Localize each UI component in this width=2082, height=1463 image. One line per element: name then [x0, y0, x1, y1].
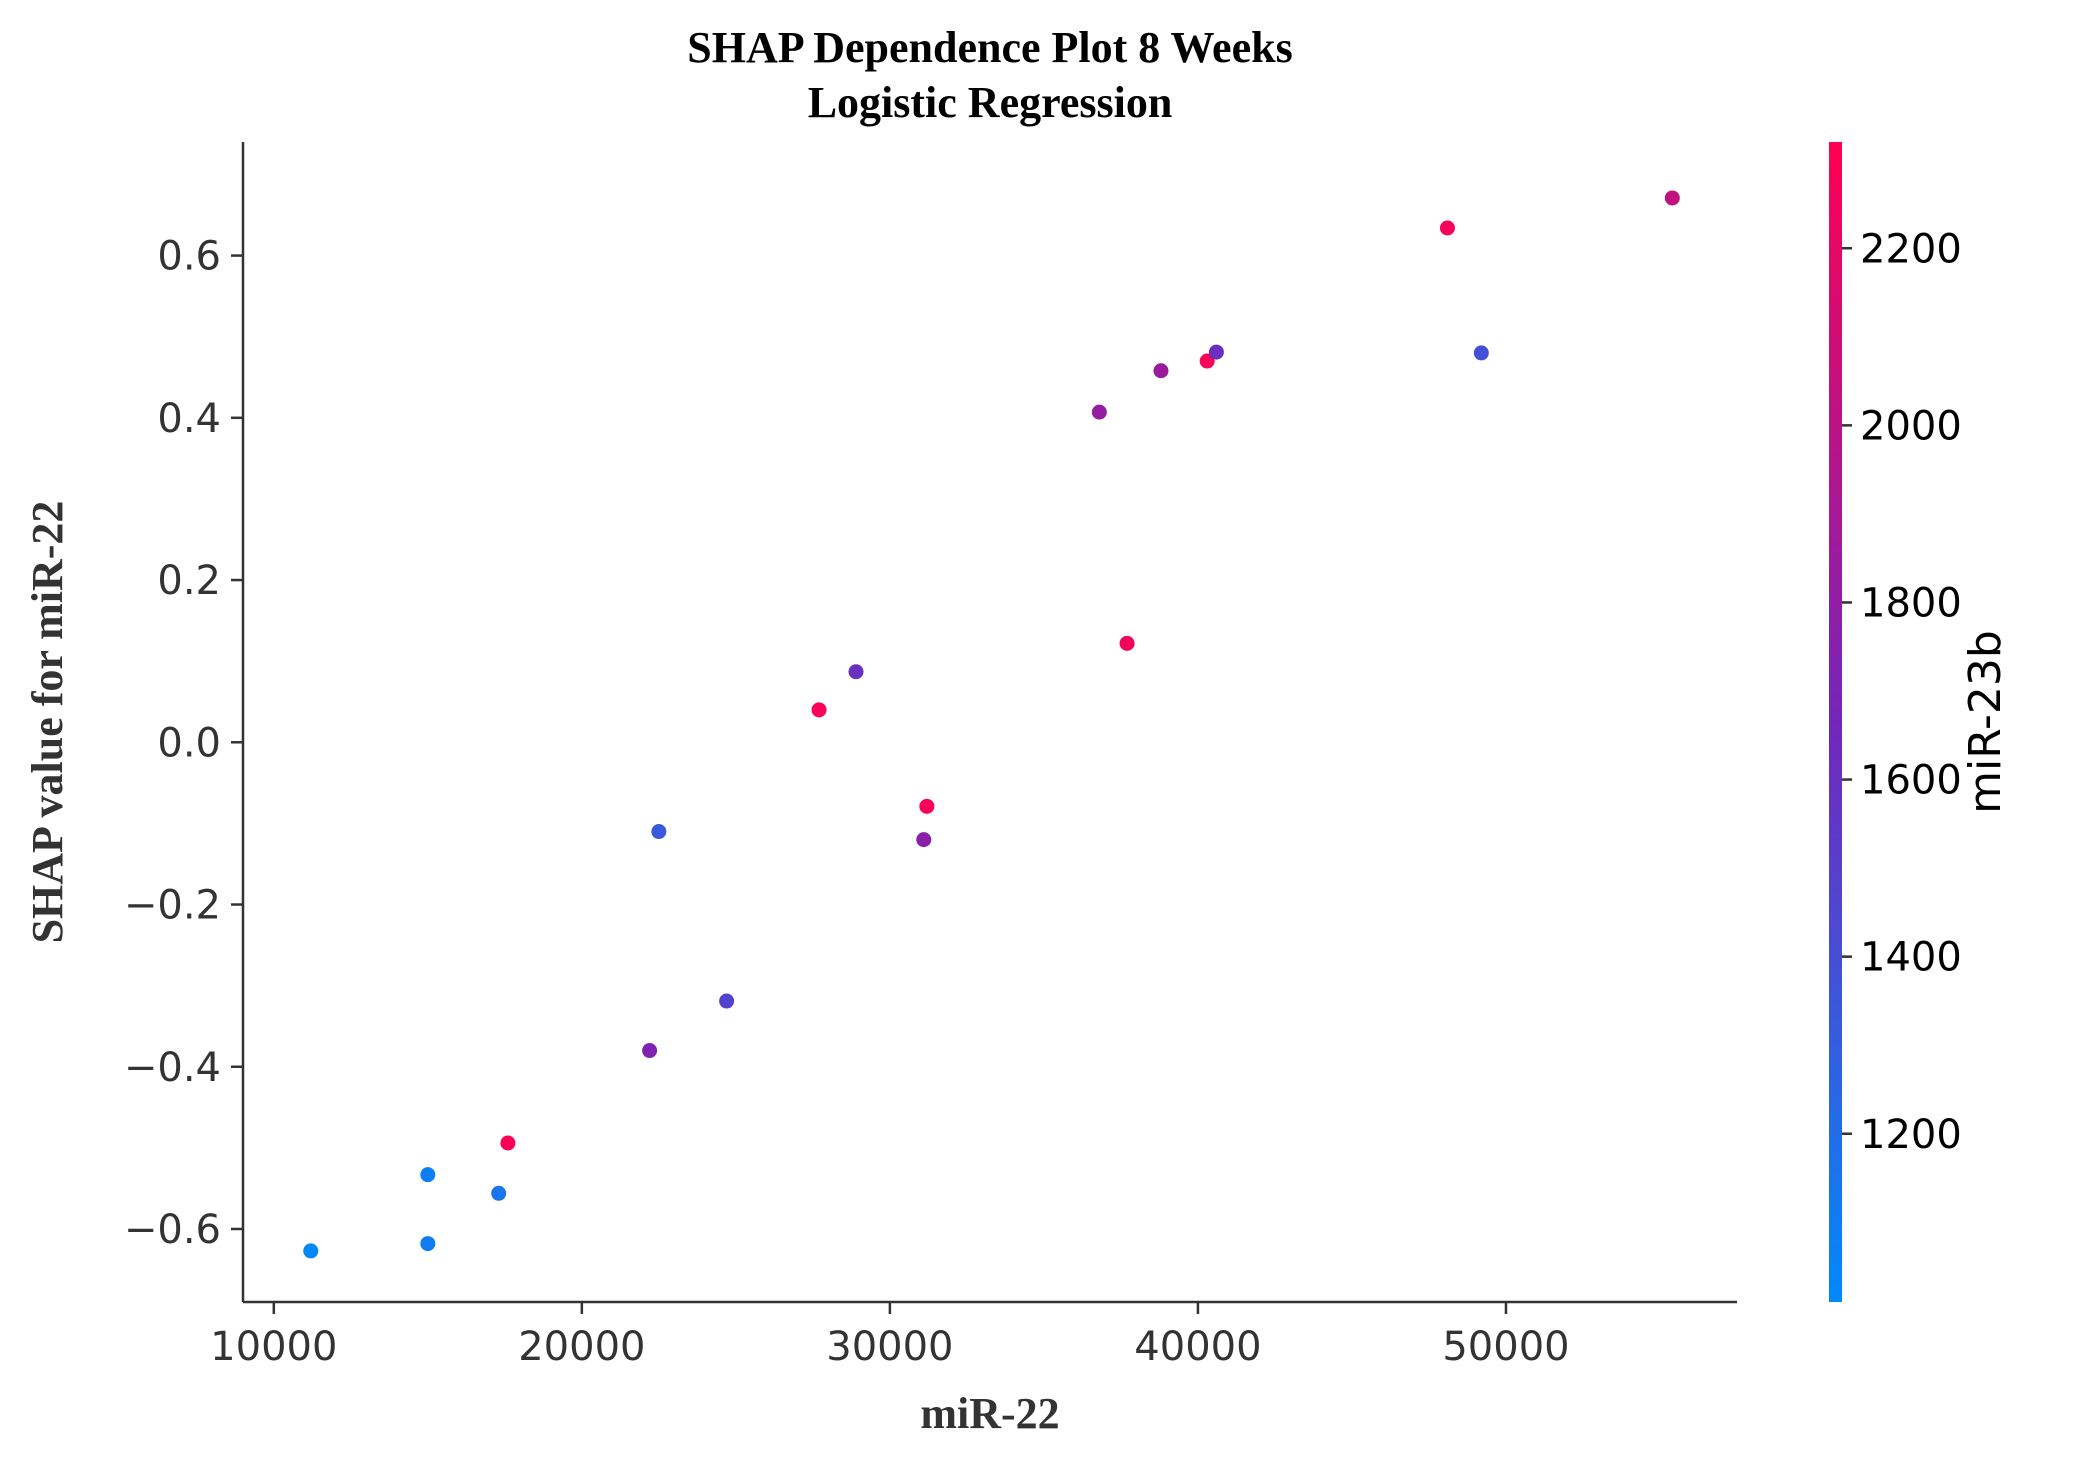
y-tick-label: −0.4 [124, 1045, 221, 1091]
scatter-point [642, 1043, 658, 1059]
scatter-point [719, 993, 735, 1009]
scatter-point [916, 832, 932, 848]
y-axis-label: SHAP value for miR-22 [23, 501, 72, 944]
scatter-point [491, 1185, 507, 1201]
scatter-point [1664, 190, 1680, 206]
y-tick-label: −0.6 [124, 1207, 221, 1253]
scatter-point [1119, 635, 1135, 651]
y-tick-label: 0.0 [157, 720, 221, 766]
colorbar-ticks: 1200 1400 1600 1800 2000 2200 [1842, 226, 1962, 1158]
x-tick-label: 30000 [826, 1324, 953, 1370]
scatter-point [919, 798, 935, 814]
chart-title-line-1: SHAP Dependence Plot 8 Weeks [687, 23, 1292, 72]
chart-title-line-2: Logistic Regression [808, 78, 1173, 127]
colorbar-tick-label: 1400 [1860, 935, 1962, 981]
scatter-point [420, 1236, 436, 1252]
scatter-point [1439, 220, 1455, 236]
scatter-point [1153, 363, 1169, 379]
scatter-point [848, 664, 864, 680]
y-tick-label: 0.6 [157, 234, 221, 280]
x-tick-label: 40000 [1134, 1324, 1261, 1370]
colorbar-tick-label: 1800 [1860, 580, 1962, 626]
scatter-point [1199, 353, 1215, 369]
scatter-point [500, 1135, 516, 1151]
scatter-points [303, 190, 1680, 1259]
colorbar-tick-label: 1600 [1860, 758, 1962, 804]
y-ticks: −0.6 −0.4 −0.2 0.0 0.2 0.4 0.6 [124, 234, 243, 1253]
scatter-point [1473, 345, 1489, 361]
scatter-point [303, 1243, 319, 1259]
y-tick-label: 0.2 [157, 558, 221, 604]
scatter-point [1091, 404, 1107, 420]
colorbar [1829, 142, 1842, 1302]
y-tick-label: 0.4 [157, 396, 221, 442]
y-tick-label: −0.2 [124, 883, 221, 929]
colorbar-label: miR-23b [1960, 630, 2011, 814]
x-tick-label: 10000 [210, 1324, 337, 1370]
colorbar-tick-label: 1200 [1860, 1112, 1962, 1158]
scatter-point [651, 824, 667, 840]
scatter-point [811, 702, 827, 718]
colorbar-tick-label: 2000 [1860, 403, 1962, 449]
x-axis-label: miR-22 [920, 1389, 1059, 1438]
scatter-point [420, 1167, 436, 1183]
x-tick-label: 20000 [518, 1324, 645, 1370]
scatter-point [1208, 344, 1224, 360]
x-tick-label: 50000 [1442, 1324, 1569, 1370]
x-ticks: 10000 20000 30000 40000 50000 [210, 1302, 1570, 1370]
colorbar-tick-label: 2200 [1860, 226, 1962, 272]
